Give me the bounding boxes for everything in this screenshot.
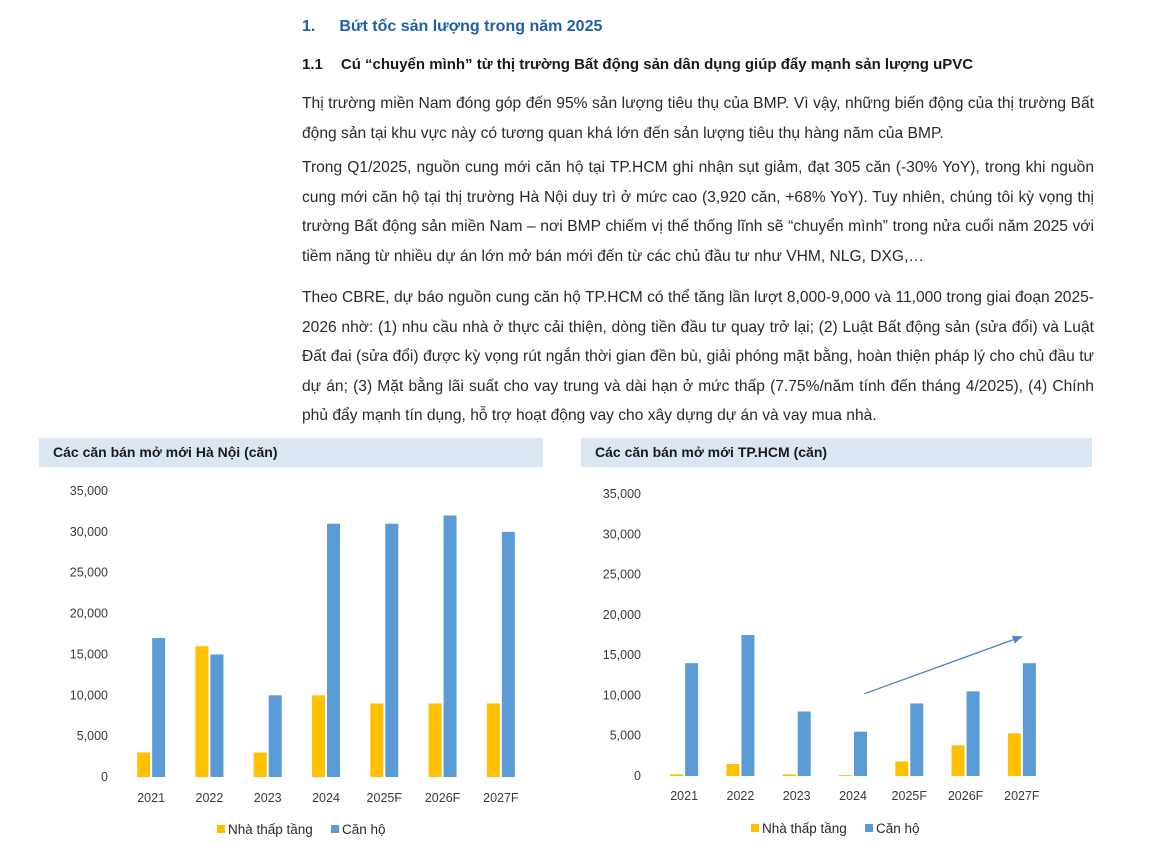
subsection-heading: 1.1 Cú “chuyển mình” từ thị trường Bất đ… [302,56,973,73]
hanoi-ytick: 30,000 [70,525,108,539]
hanoi-xtick: 2022 [196,791,224,805]
hcm-legend-label: Căn hộ [876,821,920,836]
paragraph-2: Trong Q1/2025, nguồn cung mới căn hộ tại… [302,159,1094,265]
hcm-ytick: 30,000 [603,527,641,541]
section-number: 1. [302,18,316,35]
hanoi-legend-swatch [331,825,339,833]
hcm-bar-low-rise [1007,733,1021,776]
subsection-title: Cú “chuyển mình” từ thị trường Bất động … [340,56,974,73]
hcm-ytick: 20,000 [603,608,641,622]
hcm-xtick: 2022 [727,789,755,803]
hanoi-ytick: 20,000 [70,607,108,621]
hcm-xtick: 2025F [892,789,928,803]
hanoi-bar-apartment [327,523,340,777]
hanoi-ytick: 25,000 [70,566,108,580]
hanoi-xtick: 2025F [367,791,403,805]
hcm-ytick: 0 [634,769,641,783]
hanoi-bar-low-rise [370,703,384,777]
hanoi-ytick: 0 [101,770,108,784]
hcm-legend-swatch [865,824,873,832]
hanoi-xtick: 2024 [312,791,340,805]
hanoi-bar-apartment [385,523,399,777]
hanoi-bar-low-rise [137,752,151,777]
hcm-legend-label: Nhà thấp tầng [762,821,847,836]
hanoi-xtick: 2026F [425,791,461,805]
hcm-bar-apartment [910,703,924,776]
hanoi-bar-low-rise [312,695,325,777]
hcm-bar-low-rise [895,761,909,776]
hanoi-xtick: 2021 [137,791,165,805]
hanoi-bar-low-rise [486,703,500,777]
trend-arrow [864,635,1023,695]
hanoi-legend-label: Căn hộ [342,822,386,837]
hanoi-ytick: 35,000 [70,484,108,498]
hcm-bar-apartment [685,663,699,776]
hcm-ytick: 35,000 [603,487,641,501]
hcm-bar-low-rise [726,763,740,776]
chart-title-hcm: Các căn bán mở mới TP.HCM (căn) [581,438,1092,467]
hcm-xtick: 2027F [1004,789,1040,803]
hanoi-bar-low-rise [253,752,267,777]
hanoi-xtick: 2023 [254,791,282,805]
hcm-bar-apartment [1022,663,1036,776]
hcm-bar-apartment [966,691,980,776]
hcm-bar-low-rise [951,745,965,776]
hanoi-bar-apartment [443,515,457,777]
hcm-bar-low-rise [782,774,796,776]
subsection-number: 1.1 [302,56,323,73]
hcm-xtick: 2024 [839,789,867,803]
hanoi-ytick: 10,000 [70,688,108,702]
paragraph-1: Thị trường miền Nam đóng góp đến 95% sản… [302,95,1094,142]
hcm-ytick: 10,000 [603,688,641,702]
hanoi-bar-apartment [210,654,224,777]
hcm-bar-low-rise [839,775,852,776]
section-heading: 1. Bứt tốc sản lượng trong năm 2025 [302,18,602,36]
hcm-ytick: 25,000 [603,568,641,582]
paragraph-3: Theo CBRE, dự báo nguồn cung căn hộ TP.H… [302,289,1094,424]
hcm-ytick: 5,000 [610,729,641,743]
hanoi-bar-apartment [268,695,282,777]
hanoi-legend-swatch [217,825,225,833]
hanoi-bar-low-rise [428,703,442,777]
section-title: Bứt tốc sản lượng trong năm 2025 [339,18,603,35]
hcm-legend-swatch [751,824,759,832]
hcm-bar-apartment [854,731,867,776]
hcm-bar-low-rise [670,774,684,776]
hcm-bar-apartment [797,711,811,776]
hanoi-bar-low-rise [195,646,209,777]
hcm-bar-apartment [741,635,755,776]
hanoi-xtick: 2027F [483,791,519,805]
chart-title-hanoi: Các căn bán mở mới Hà Nội (căn) [39,438,543,467]
hanoi-bar-apartment [501,531,515,777]
hcm-xtick: 2026F [948,789,984,803]
hcm-xtick: 2023 [783,789,811,803]
hcm-xtick: 2021 [670,789,698,803]
hanoi-bar-apartment [152,638,166,777]
hanoi-legend-label: Nhà thấp tầng [228,822,313,837]
hcm-ytick: 15,000 [603,648,641,662]
hanoi-ytick: 5,000 [77,729,108,743]
hanoi-ytick: 15,000 [70,647,108,661]
